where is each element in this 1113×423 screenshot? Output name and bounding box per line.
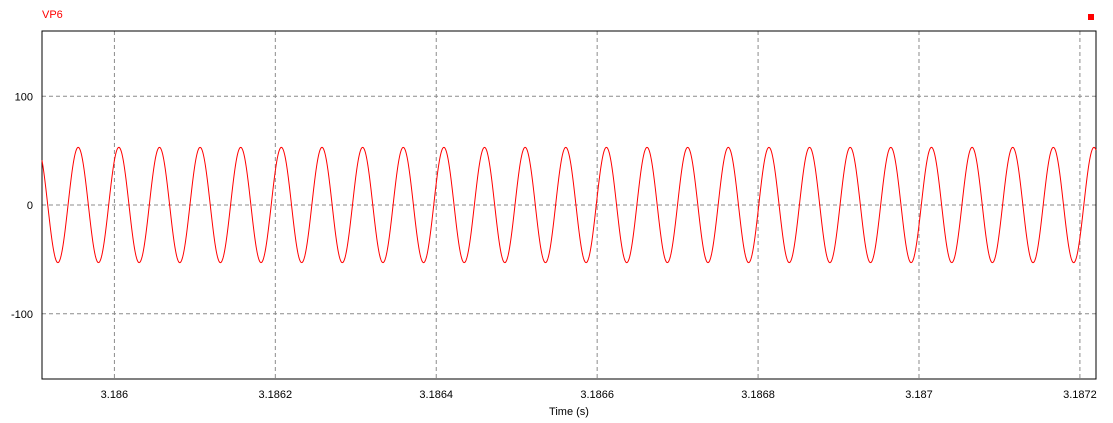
x-tick-label: 3.1872 [1063,389,1097,401]
x-tick-label: 3.187 [905,389,933,401]
series-color-marker [1088,14,1094,20]
series-label-vp6: VP6 [42,9,63,21]
y-tick-labels: 100 0 -100 [11,91,33,321]
x-tick-label: 3.1868 [741,389,775,401]
x-tick-label: 3.1864 [419,389,453,401]
y-tick-label: 100 [15,91,33,103]
y-tick-label: 0 [27,200,33,212]
x-tick-label: 3.1866 [580,389,614,401]
plot-frame [41,30,1097,380]
series-line-vp6 [41,146,1097,264]
grid-lines [42,31,1096,379]
x-axis-label: Time (s) [549,406,589,418]
x-tick-label: 3.1862 [259,389,293,401]
x-tick-label: 3.186 [101,389,129,401]
y-tick-label: -100 [11,309,33,321]
x-tick-labels: 3.186 3.1862 3.1864 3.1866 3.1868 3.187 3.1872 [101,389,1097,401]
